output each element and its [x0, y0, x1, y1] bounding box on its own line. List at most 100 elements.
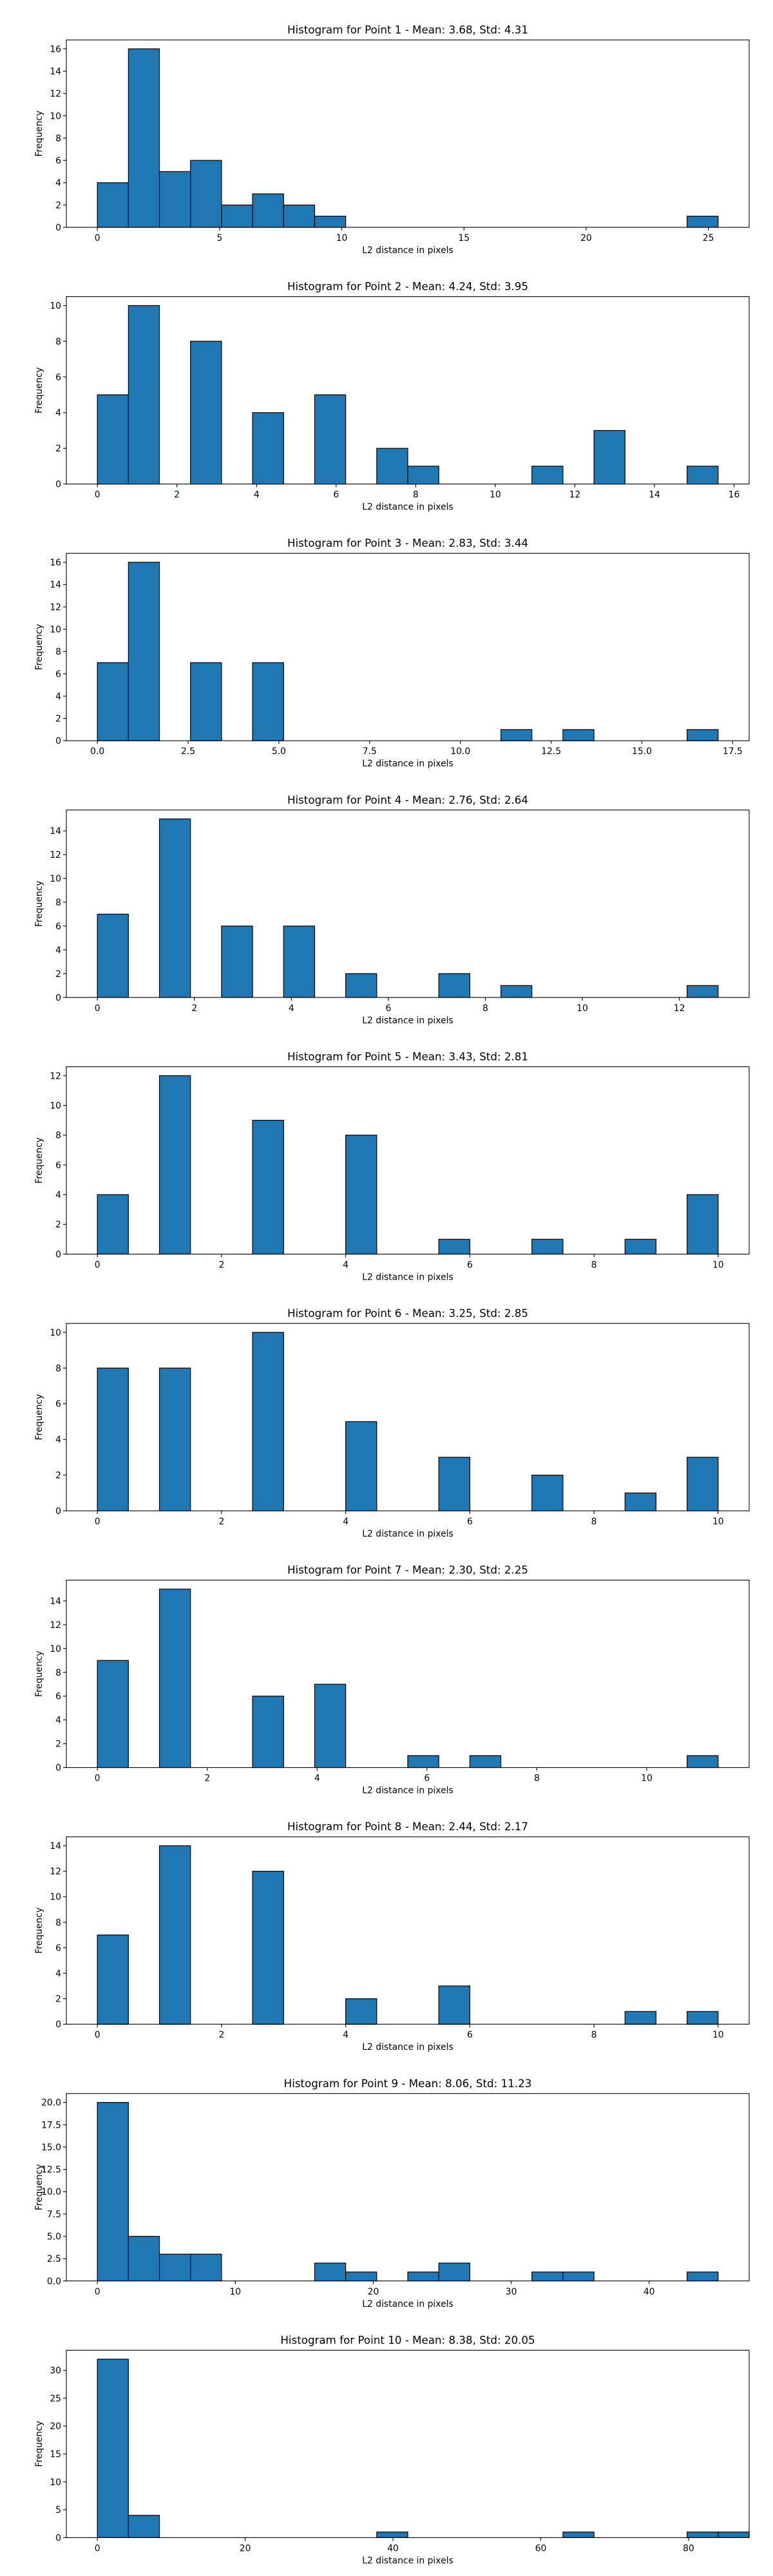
x-axis-label: L2 distance in pixels	[362, 1529, 453, 1539]
histogram-bar	[687, 2271, 719, 2282]
histogram-bar	[687, 2011, 719, 2025]
histogram-panel-1: Histogram for Point 1 - Mean: 3.68, Std:…	[34, 23, 750, 256]
y-tick-label: 2	[55, 444, 61, 454]
x-tick-label: 0	[95, 233, 100, 243]
x-tick-label: 10	[712, 1517, 724, 1527]
y-tick-label: 0	[55, 1506, 61, 1517]
histogram-bar	[531, 1474, 564, 1511]
histogram-bar	[376, 448, 408, 485]
y-axis-label: Frequency	[34, 2421, 44, 2467]
y-tick-label: 20	[50, 2421, 61, 2432]
y-tick-label: 2	[55, 200, 61, 211]
x-tick-label: 6	[385, 1003, 391, 1014]
y-tick-label: 12	[50, 850, 61, 860]
plot-frame	[66, 39, 750, 228]
y-tick-label: 6	[55, 1160, 61, 1171]
y-tick-label: 0	[55, 2020, 61, 2030]
histogram-bar	[687, 1457, 719, 1511]
chart-title: Histogram for Point 4 - Mean: 2.76, Std:…	[287, 793, 528, 806]
plot-frame	[66, 1323, 750, 1511]
x-axis-label: L2 distance in pixels	[362, 1016, 453, 1026]
x-tick-label: 10	[641, 1774, 653, 1784]
plot-frame	[66, 2093, 750, 2282]
histogram-panel-6: Histogram for Point 6 - Mean: 3.25, Std:…	[34, 1307, 750, 1539]
histogram-bar	[190, 341, 222, 485]
y-tick-label: 10	[50, 1328, 61, 1338]
y-tick-label: 8	[55, 1668, 61, 1678]
x-tick-label: 12	[569, 490, 581, 500]
x-tick-label: 15.0	[632, 746, 652, 757]
histogram-bar	[345, 2271, 377, 2282]
x-tick-label: 4	[343, 1260, 348, 1270]
x-tick-label: 4	[314, 1774, 320, 1784]
x-tick-label: 4	[343, 1517, 348, 1527]
x-tick-label: 2	[191, 1003, 197, 1014]
histogram-bar	[190, 160, 222, 228]
y-tick-label: 4	[55, 408, 61, 419]
histogram-bar	[97, 1367, 129, 1511]
histogram-bar	[283, 204, 316, 228]
y-tick-label: 30	[50, 2366, 61, 2376]
histogram-bar	[345, 1135, 377, 1255]
histogram-bar	[97, 394, 129, 485]
x-axis-label: L2 distance in pixels	[362, 759, 453, 769]
x-tick-label: 8	[591, 1260, 597, 1270]
y-tick-label: 14	[50, 826, 61, 837]
x-tick-label: 10	[712, 2030, 724, 2040]
x-tick-label: 2	[174, 490, 180, 500]
y-tick-label: 6	[55, 1943, 61, 1953]
histogram-bar	[158, 2253, 191, 2282]
y-tick-label: 4	[55, 1716, 61, 1726]
x-tick-label: 80	[683, 2543, 694, 2553]
x-tick-label: 12.5	[541, 746, 561, 757]
x-tick-label: 0	[95, 490, 100, 500]
x-tick-label: 10	[336, 233, 348, 243]
y-tick-label: 10	[50, 1644, 61, 1654]
x-tick-label: 2	[218, 2030, 224, 2040]
histogram-bar	[158, 819, 191, 998]
histogram-bar	[687, 1194, 719, 1255]
histogram-bar	[97, 662, 129, 741]
histogram-bar	[687, 985, 719, 998]
y-tick-label: 12.5	[41, 2165, 61, 2175]
histogram-bar	[345, 1998, 377, 2025]
y-tick-label: 14	[50, 1596, 61, 1607]
y-axis-label: Frequency	[34, 1394, 44, 1441]
histogram-bar	[314, 394, 347, 485]
histogram-bar	[252, 1871, 284, 2025]
chart-title: Histogram for Point 1 - Mean: 3.68, Std:…	[287, 23, 528, 36]
y-tick-label: 14	[50, 1841, 61, 1852]
y-tick-label: 8	[55, 647, 61, 658]
chart-title: Histogram for Point 3 - Mean: 2.83, Std:…	[287, 536, 528, 549]
y-tick-label: 7.5	[47, 2210, 61, 2220]
y-tick-label: 10	[50, 2477, 61, 2488]
histogram-bar	[500, 985, 533, 998]
y-axis-label: Frequency	[34, 2164, 44, 2210]
histogram-bar	[314, 216, 347, 228]
histogram-bar	[97, 913, 129, 998]
y-tick-label: 0.0	[47, 2277, 61, 2287]
plot-frame	[66, 1066, 750, 1255]
x-tick-label: 6	[467, 1517, 473, 1527]
y-tick-label: 10	[50, 1101, 61, 1111]
histogram-panel-9: Histogram for Point 9 - Mean: 8.06, Std:…	[34, 2077, 750, 2309]
histogram-bar	[531, 466, 564, 485]
plot-frame	[66, 2349, 750, 2538]
histogram-bar	[158, 1075, 191, 1255]
histogram-bar	[562, 2271, 595, 2282]
y-tick-label: 6	[55, 372, 61, 383]
y-tick-label: 12	[50, 602, 61, 612]
y-tick-label: 15	[50, 2449, 61, 2459]
histogram-bar	[687, 2532, 719, 2538]
y-tick-label: 8	[55, 898, 61, 908]
x-tick-label: 20	[368, 2287, 379, 2297]
x-tick-label: 14	[649, 490, 660, 500]
x-tick-label: 5	[216, 233, 222, 243]
y-tick-label: 4	[55, 945, 61, 956]
y-tick-label: 8	[55, 1363, 61, 1374]
histogram-bar	[221, 925, 253, 998]
y-tick-label: 6	[55, 1399, 61, 1410]
histogram-bar	[252, 1696, 284, 1768]
x-tick-label: 6	[467, 1260, 473, 1270]
chart-title: Histogram for Point 2 - Mean: 4.24, Std:…	[287, 280, 528, 293]
